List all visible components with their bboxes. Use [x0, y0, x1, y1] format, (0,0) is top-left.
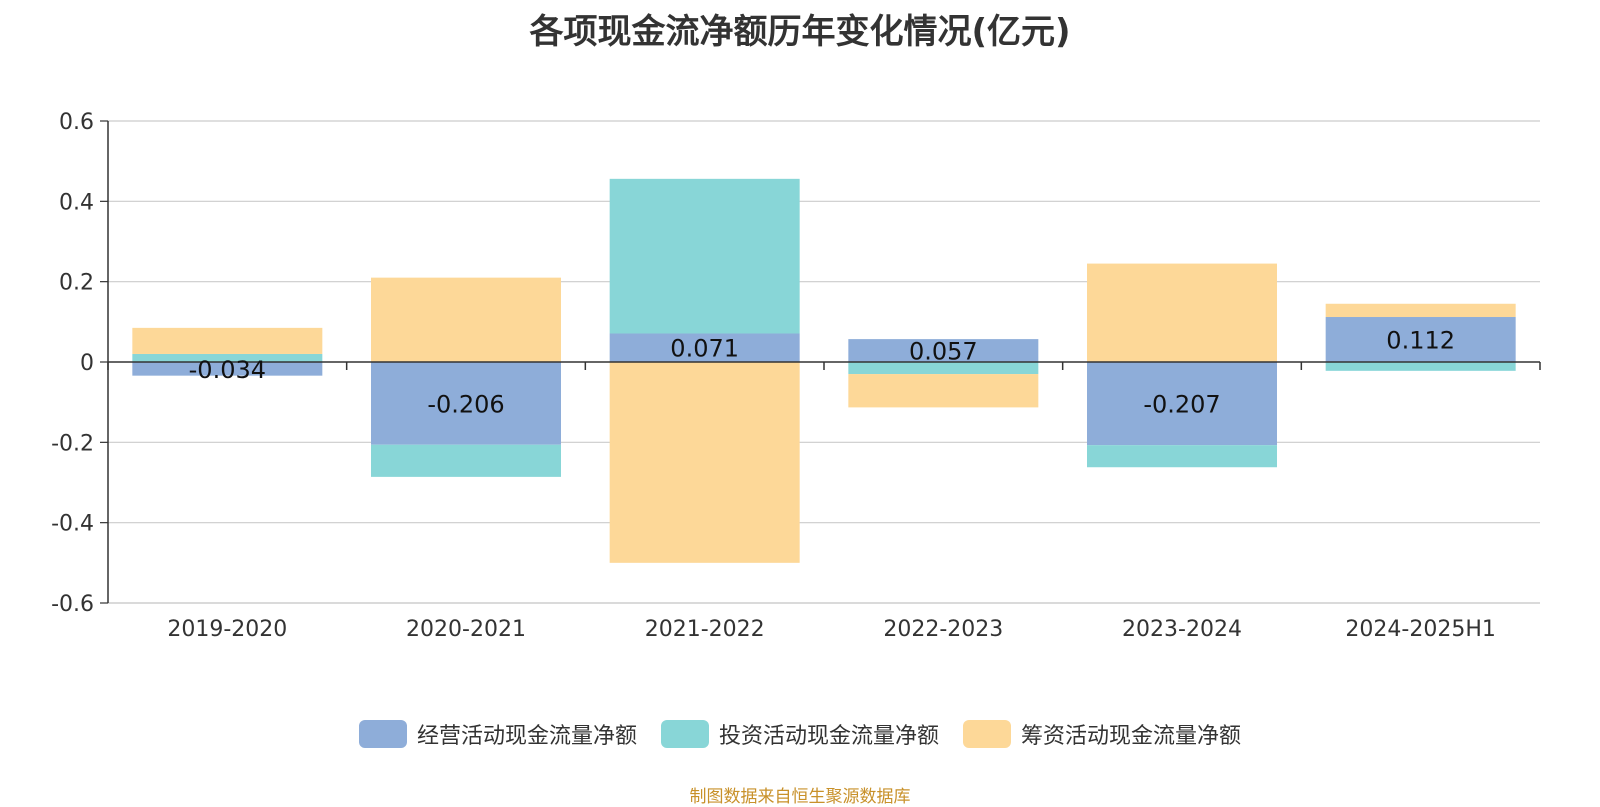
legend-item[interactable]: 经营活动现金流量净额	[358, 718, 637, 750]
bar	[1325, 362, 1516, 371]
x-tick-label: 2021-2022	[645, 617, 765, 642]
bar	[371, 444, 561, 477]
data-label: 0.057	[909, 338, 978, 366]
y-tick-label: -0.2	[51, 431, 94, 456]
data-label: -0.206	[427, 390, 504, 418]
bar	[609, 333, 800, 362]
y-tick-label: -0.6	[51, 592, 94, 617]
bars	[132, 178, 1516, 563]
legend-item[interactable]: 投资活动现金流量净额	[660, 718, 939, 750]
bar	[848, 374, 1039, 408]
source-note: 制图数据来自恒生聚源数据库	[689, 787, 911, 807]
legend-label: 经营活动现金流量净额	[416, 724, 637, 749]
x-tick-label: 2022-2023	[883, 617, 1003, 642]
bar	[1325, 303, 1516, 318]
bar	[1087, 263, 1277, 362]
data-label: 0.112	[1386, 327, 1455, 355]
y-tick-label: 0.4	[59, 190, 94, 215]
bar	[371, 362, 561, 445]
bar	[1087, 445, 1277, 468]
y-tick-label: 0.2	[59, 271, 94, 296]
bar	[609, 178, 800, 334]
grid-lines	[108, 120, 1540, 604]
chart-plot: 0.6 0.4 0.2 0 -0.2 -0.4 -0.6 2019-2020 2020-2021…	[51, 110, 1541, 642]
x-tick-label: 2020-2021	[406, 617, 526, 642]
x-tick-label: 2024-2025H1	[1345, 617, 1495, 642]
y-tick-label: 0	[80, 351, 94, 376]
y-tick-label: 0.6	[59, 110, 94, 135]
data-label: -0.034	[189, 356, 266, 384]
bar	[132, 353, 323, 362]
legend-label: 投资活动现金流量净额	[718, 724, 939, 749]
x-tick-label: 2019-2020	[167, 617, 287, 642]
y-tick-label: -0.4	[51, 512, 94, 537]
bar	[848, 362, 1039, 375]
x-tick-label: 2023-2024	[1122, 617, 1242, 642]
data-label: 0.071	[670, 335, 739, 363]
legend-item[interactable]: 筹资活动现金流量净额	[963, 718, 1241, 750]
bar	[1087, 362, 1277, 446]
axes: 0.6 0.4 0.2 0 -0.2 -0.4 -0.6 2019-2020 2020-2021…	[51, 110, 1541, 642]
legend-label: 筹资活动现金流量净额	[1021, 724, 1242, 749]
chart-title: 各项现金流净额历年变化情况(亿元)	[529, 12, 1071, 52]
legend-swatch	[963, 720, 1011, 748]
legend: 经营活动现金流量净额 投资活动现金流量净额 筹资活动现金流量净额	[0, 718, 1600, 750]
bar	[1325, 317, 1516, 362]
legend-swatch	[660, 720, 709, 748]
data-label: -0.207	[1143, 391, 1220, 419]
bar	[609, 362, 800, 563]
bar	[848, 339, 1039, 362]
legend-swatch	[358, 720, 407, 748]
data-labels: -0.034 -0.206 0.071 0.057 -0.207 0.112	[189, 327, 1455, 419]
bar	[132, 327, 323, 354]
bar	[371, 277, 561, 362]
bar	[132, 362, 323, 376]
